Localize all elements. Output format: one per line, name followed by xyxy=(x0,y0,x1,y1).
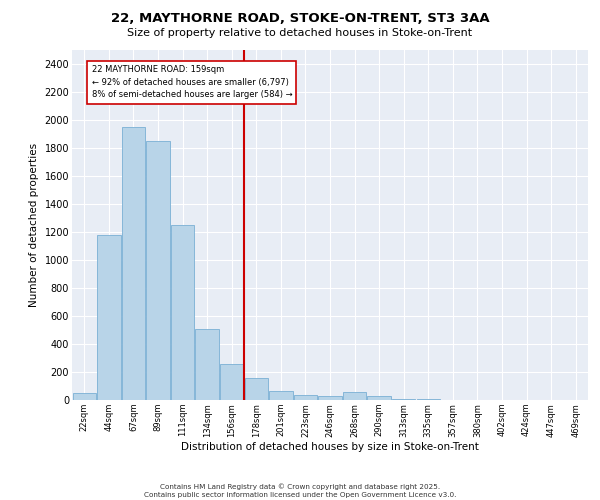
Bar xyxy=(146,141,170,400)
Bar xyxy=(392,398,415,400)
Bar xyxy=(97,235,121,400)
Bar xyxy=(269,391,293,400)
Bar xyxy=(220,364,244,400)
Text: Size of property relative to detached houses in Stoke-on-Trent: Size of property relative to detached ho… xyxy=(127,28,473,38)
Bar xyxy=(196,328,219,400)
Text: 22 MAYTHORNE ROAD: 159sqm
← 92% of detached houses are smaller (6,797)
8% of sem: 22 MAYTHORNE ROAD: 159sqm ← 92% of detac… xyxy=(92,66,292,100)
Bar xyxy=(122,127,145,400)
X-axis label: Distribution of detached houses by size in Stoke-on-Trent: Distribution of detached houses by size … xyxy=(181,442,479,452)
Bar xyxy=(245,378,268,400)
Bar xyxy=(343,392,366,400)
Text: Contains HM Land Registry data © Crown copyright and database right 2025.
Contai: Contains HM Land Registry data © Crown c… xyxy=(144,484,456,498)
Bar xyxy=(73,393,96,400)
Bar xyxy=(367,396,391,400)
Bar xyxy=(294,395,317,400)
Bar xyxy=(171,225,194,400)
Text: 22, MAYTHORNE ROAD, STOKE-ON-TRENT, ST3 3AA: 22, MAYTHORNE ROAD, STOKE-ON-TRENT, ST3 … xyxy=(110,12,490,26)
Y-axis label: Number of detached properties: Number of detached properties xyxy=(29,143,39,307)
Bar xyxy=(319,396,341,400)
